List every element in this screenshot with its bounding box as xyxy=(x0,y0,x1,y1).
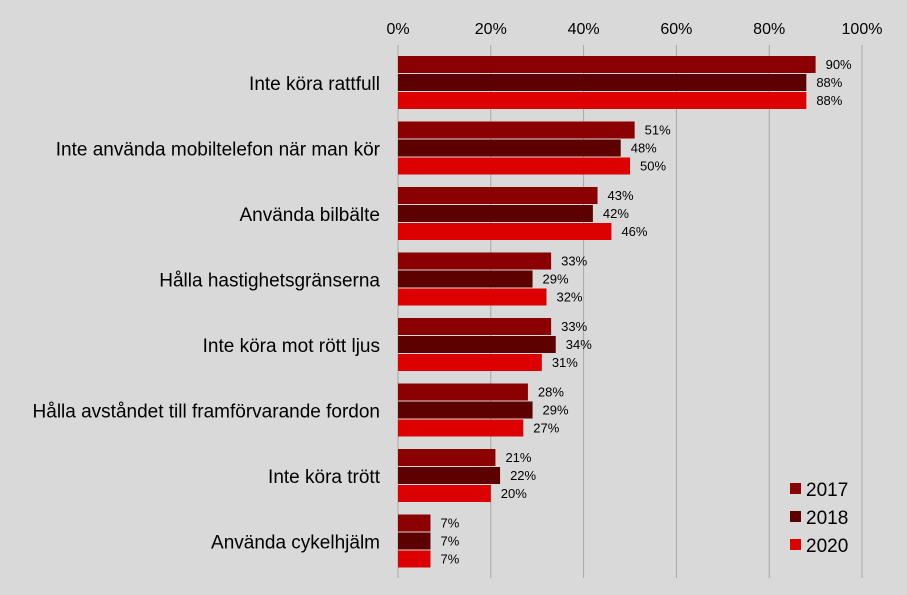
bar-2017-1 xyxy=(398,121,635,139)
bar-2017-0 xyxy=(398,56,816,73)
bar-2020-1 xyxy=(398,157,630,175)
category-label-6: Inte köra trött xyxy=(268,467,381,488)
value-label-2018-2: 42% xyxy=(603,206,629,221)
bars xyxy=(398,56,816,568)
bar-2017-7 xyxy=(398,514,431,532)
bar-2020-5 xyxy=(398,419,524,437)
bar-2020-2 xyxy=(398,223,612,240)
bar-2017-2 xyxy=(398,187,598,204)
value-label-2020-4: 31% xyxy=(552,355,578,370)
value-label-2020-2: 46% xyxy=(621,224,647,239)
bar-2018-4 xyxy=(398,336,556,353)
value-label-2020-6: 20% xyxy=(501,486,527,501)
bar-2020-0 xyxy=(398,92,807,109)
category-labels: Inte köra rattfull Inte använda mobiltele… xyxy=(33,74,381,554)
category-label-5: Hålla avståndet till framförvarande ford… xyxy=(33,402,380,423)
legend-swatch-2018 xyxy=(790,511,801,522)
legend-label-2018: 2018 xyxy=(806,508,848,529)
bar-2017-6 xyxy=(398,449,496,466)
value-label-2018-5: 29% xyxy=(543,403,569,418)
bar-2018-3 xyxy=(398,270,533,288)
value-label-2017-2: 43% xyxy=(608,188,634,203)
x-tick-label-60: 60% xyxy=(660,21,692,38)
value-label-2020-0: 88% xyxy=(816,93,842,108)
x-tick-label-40: 40% xyxy=(568,21,600,38)
category-label-3: Hålla hastighetsgränserna xyxy=(159,271,380,292)
value-label-2020-7: 7% xyxy=(440,552,459,567)
value-label-2018-3: 29% xyxy=(543,272,569,287)
category-label-0: Inte köra rattfull xyxy=(249,74,380,95)
legend-label-2020: 2020 xyxy=(806,536,848,557)
legend-swatch-2020 xyxy=(790,539,801,550)
value-label-2017-1: 51% xyxy=(645,123,671,138)
category-label-2: Använda bilbälte xyxy=(240,205,381,226)
bar-2018-6 xyxy=(398,467,501,484)
bar-2020-6 xyxy=(398,485,491,502)
bar-2018-7 xyxy=(398,532,431,550)
category-label-1: Inte använda mobiltelefon när man kör xyxy=(56,140,381,161)
value-label-2017-7: 7% xyxy=(440,516,459,531)
bar-2018-5 xyxy=(398,401,533,419)
bar-2017-3 xyxy=(398,252,552,270)
value-label-2017-4: 33% xyxy=(561,319,587,334)
bar-2018-2 xyxy=(398,205,593,222)
value-label-2020-1: 50% xyxy=(640,159,666,174)
value-label-2017-3: 33% xyxy=(561,254,587,269)
value-labels: 90% 88% 88% 51% 48% 50% 43% 42% 46% 33% 29% 32% 33% 3… xyxy=(440,57,852,567)
x-tick-label-100: 100% xyxy=(842,21,883,38)
value-label-2018-1: 48% xyxy=(631,141,657,156)
value-label-2018-6: 22% xyxy=(510,468,536,483)
bar-2017-5 xyxy=(398,383,528,401)
x-axis-tick-labels: 0% 20% 40% 60% 80% 100% xyxy=(386,21,882,38)
bar-2018-0 xyxy=(398,74,807,91)
legend-label-2017: 2017 xyxy=(806,480,848,501)
value-label-2018-7: 7% xyxy=(440,534,459,549)
value-label-2017-5: 28% xyxy=(538,385,564,400)
value-label-2018-0: 88% xyxy=(816,75,842,90)
bar-2017-4 xyxy=(398,318,552,335)
value-label-2017-6: 21% xyxy=(505,450,531,465)
category-label-7: Använda cykelhjälm xyxy=(211,533,380,554)
bar-2020-3 xyxy=(398,288,547,306)
value-label-2020-3: 32% xyxy=(556,290,582,305)
x-tick-label-0: 0% xyxy=(386,21,409,38)
value-label-2017-0: 90% xyxy=(826,57,852,72)
value-label-2018-4: 34% xyxy=(566,337,592,352)
legend-swatch-2017 xyxy=(790,483,801,494)
bar-2020-4 xyxy=(398,354,542,371)
x-tick-label-80: 80% xyxy=(753,21,785,38)
bar-2018-1 xyxy=(398,139,621,157)
x-tick-label-20: 20% xyxy=(475,21,507,38)
bar-2020-7 xyxy=(398,550,431,568)
legend: 2017 2018 2020 xyxy=(790,480,848,557)
category-label-4: Inte köra mot rött ljus xyxy=(203,336,380,357)
value-label-2020-5: 27% xyxy=(533,421,559,436)
